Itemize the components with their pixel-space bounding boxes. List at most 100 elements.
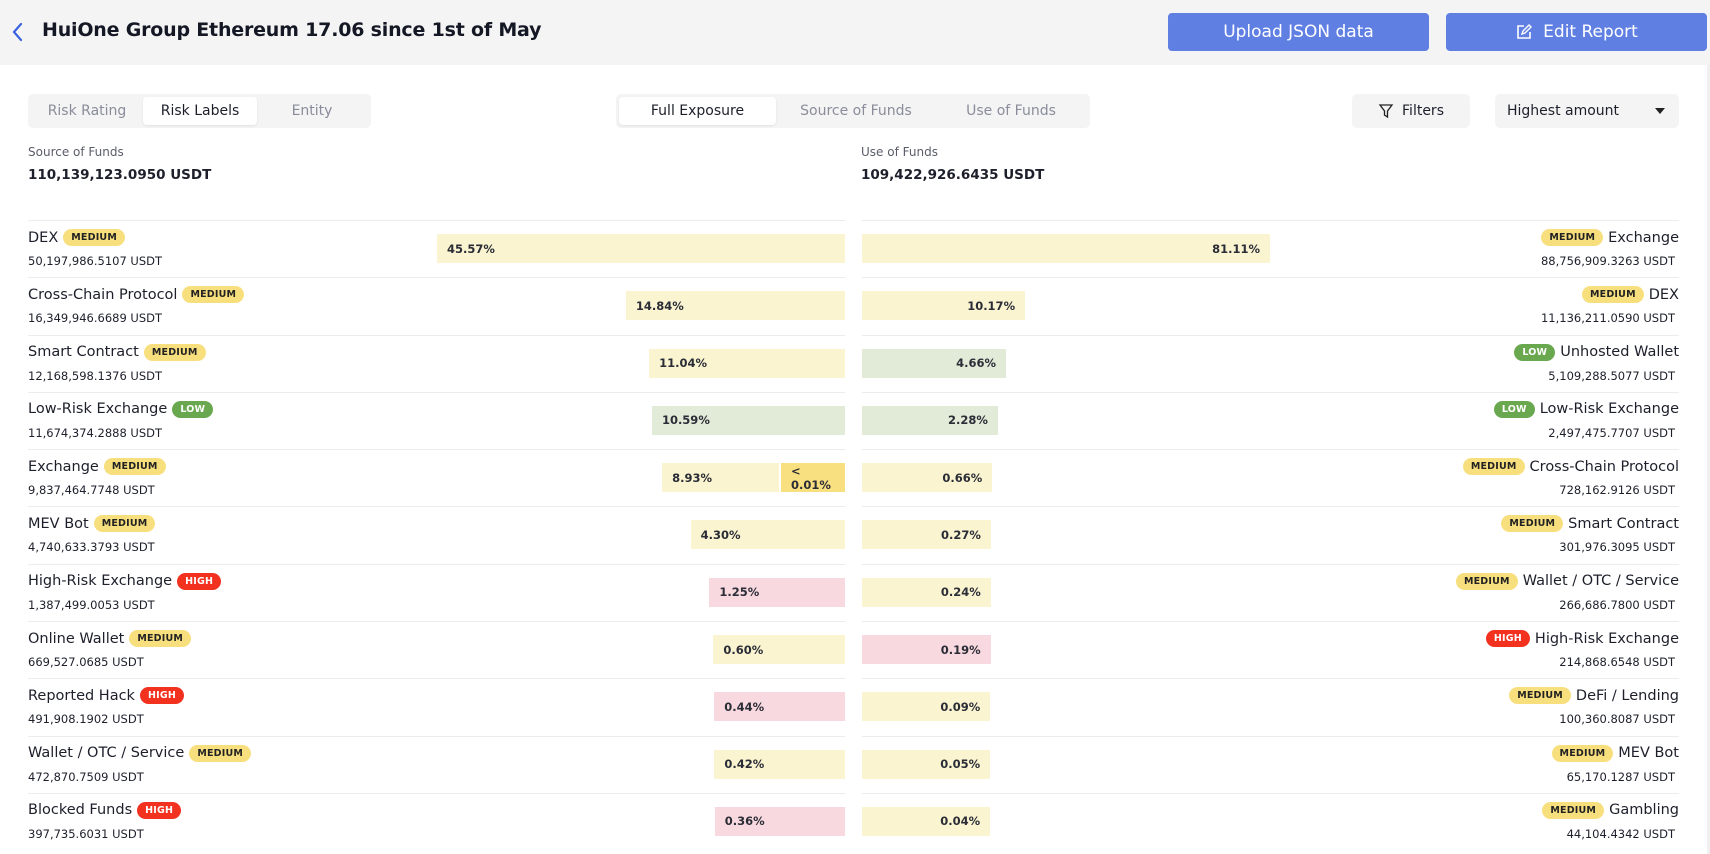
- row-label: MEDIUM Exchange: [1541, 229, 1679, 246]
- row-label: MEV Bot MEDIUM: [28, 515, 156, 533]
- bar-group: 0.19%: [862, 635, 991, 665]
- tab-entity[interactable]: Entity: [291, 103, 333, 119]
- exposure-row[interactable]: MEDIUM MEV Bot 65,170.1287 USDT 0.05%: [862, 735, 1679, 793]
- upload-json-button[interactable]: Upload JSON data: [1168, 13, 1429, 51]
- row-amount: 100,360.8087 USDT: [1559, 712, 1675, 727]
- row-name: Wallet / OTC / Service: [1522, 573, 1679, 590]
- back-chevron-icon[interactable]: [8, 20, 28, 44]
- exposure-row[interactable]: MEDIUM DeFi / Lending 100,360.8087 USDT 0.0…: [862, 678, 1679, 735]
- row-name: MEV Bot: [1618, 745, 1679, 762]
- edit-report-button[interactable]: Edit Report: [1446, 13, 1707, 51]
- row-amount: 472,870.7509 USDT: [28, 769, 144, 784]
- row-label: Wallet / OTC / Service MEDIUM: [28, 744, 252, 762]
- risk-badge: HIGH: [1485, 630, 1530, 648]
- percentage-bar: 4.30%: [690, 520, 845, 550]
- exposure-row[interactable]: HIGH High-Risk Exchange 214,868.6548 USDT 0…: [862, 621, 1679, 678]
- source-list: DEX MEDIUM 50,197,986.5107 USDT 45.57% Cross…: [28, 220, 845, 850]
- risk-badge: HIGH: [137, 801, 182, 819]
- tab-full-exposure[interactable]: Full Exposure: [619, 97, 776, 125]
- row-name: Cross-Chain Protocol: [28, 286, 178, 303]
- bar-group: 10.17%: [862, 291, 1026, 321]
- bar-group: 0.24%: [862, 577, 991, 607]
- risk-badge: MEDIUM: [1542, 801, 1605, 819]
- bar-group: 1.25%: [709, 577, 845, 607]
- exposure-row[interactable]: LOW Unhosted Wallet 5,109,288.5077 USDT 4.6…: [862, 334, 1679, 392]
- tab-source-of-funds[interactable]: Source of Funds: [800, 103, 912, 119]
- exposure-row[interactable]: Low-Risk Exchange LOW 11,674,374.2888 USDT…: [28, 391, 845, 449]
- exposure-row[interactable]: Online Wallet MEDIUM 669,527.0685 USDT 0.60…: [28, 621, 845, 678]
- exposure-row[interactable]: DEX MEDIUM 50,197,986.5107 USDT 45.57%: [28, 220, 845, 277]
- row-label: MEDIUM Cross-Chain Protocol: [1462, 458, 1679, 476]
- bar-group: 4.66%: [862, 348, 1007, 378]
- exposure-row[interactable]: Blocked Funds HIGH 397,735.6031 USDT 0.36%: [28, 792, 845, 850]
- row-amount: 728,162.9126 USDT: [1559, 483, 1675, 498]
- percentage-bar: 0.66%: [862, 463, 993, 493]
- exposure-row[interactable]: Wallet / OTC / Service MEDIUM 472,870.7509…: [28, 735, 845, 793]
- bar-group: 0.05%: [862, 749, 991, 779]
- row-label: MEDIUM DeFi / Lending: [1509, 687, 1679, 705]
- row-amount: 65,170.1287 USDT: [1566, 769, 1675, 784]
- percentage-bar: 14.84%: [625, 291, 845, 321]
- risk-badge: HIGH: [177, 572, 222, 590]
- row-label: Low-Risk Exchange LOW: [28, 400, 214, 418]
- tab-risk-rating[interactable]: Risk Rating: [47, 103, 127, 119]
- risk-badge: MEDIUM: [93, 515, 156, 533]
- exposure-row[interactable]: MEDIUM Cross-Chain Protocol 728,162.9126 U…: [862, 449, 1679, 506]
- percentage-bar: 45.57%: [437, 234, 845, 263]
- risk-badge: MEDIUM: [1551, 744, 1614, 762]
- row-label: LOW Low-Risk Exchange: [1493, 400, 1679, 418]
- scrollbar[interactable]: [1707, 65, 1710, 854]
- bar-group: 0.66%: [862, 463, 993, 493]
- exposure-row[interactable]: MEDIUM DEX 11,136,211.0590 USDT 10.17%: [862, 277, 1679, 334]
- exposure-row[interactable]: High-Risk Exchange HIGH 1,387,499.0053 USD…: [28, 563, 845, 621]
- exposure-tabs: Full Exposure Source of Funds Use of Fun…: [616, 94, 1090, 128]
- row-name: Smart Contract: [1568, 515, 1679, 532]
- filter-icon: [1378, 104, 1394, 119]
- edit-report-label: Edit Report: [1543, 22, 1638, 42]
- sort-dropdown[interactable]: Highest amount: [1495, 94, 1679, 128]
- filters-button[interactable]: Filters: [1352, 94, 1470, 128]
- row-name: Exchange: [28, 458, 99, 475]
- exposure-row[interactable]: MEDIUM Wallet / OTC / Service 266,686.7800…: [862, 563, 1679, 621]
- tab-risk-labels[interactable]: Risk Labels: [143, 97, 257, 125]
- row-amount: 11,674,374.2888 USDT: [28, 425, 163, 440]
- row-name: Wallet / OTC / Service: [28, 745, 185, 762]
- exposure-row[interactable]: Exchange MEDIUM 9,837,464.7748 USDT 8.93% < …: [28, 449, 845, 506]
- bar-group: 10.59%: [651, 405, 845, 435]
- row-amount: 44,104.4342 USDT: [1566, 826, 1675, 841]
- percentage-bar: 0.27%: [862, 520, 991, 550]
- percentage-bar: 0.19%: [862, 635, 991, 665]
- row-name: High-Risk Exchange: [1534, 630, 1679, 647]
- row-name: DEX: [1648, 286, 1679, 303]
- percentage-bar: 4.66%: [862, 348, 1007, 378]
- exposure-row[interactable]: MEDIUM Smart Contract 301,976.3095 USDT 0.2…: [862, 506, 1679, 563]
- exposure-row[interactable]: MEDIUM Gambling 44,104.4342 USDT 0.04%: [862, 792, 1679, 850]
- percentage-bar: 0.04%: [862, 806, 991, 836]
- bar-group: 14.84%: [625, 291, 845, 321]
- source-label: Source of Funds: [28, 145, 124, 159]
- row-amount: 5,109,288.5077 USDT: [1548, 368, 1675, 383]
- row-label: Blocked Funds HIGH: [28, 801, 182, 819]
- bar-group: 8.93% < 0.01%: [662, 463, 845, 493]
- exposure-row[interactable]: MEV Bot MEDIUM 4,740,633.3793 USDT 4.30%: [28, 506, 845, 563]
- row-name: Low-Risk Exchange: [1539, 401, 1679, 418]
- row-label: DEX MEDIUM: [28, 229, 125, 246]
- row-amount: 266,686.7800 USDT: [1559, 597, 1675, 612]
- exposure-row[interactable]: Reported Hack HIGH 491,908.1902 USDT 0.44%: [28, 678, 845, 735]
- risk-badge: MEDIUM: [1541, 229, 1604, 246]
- percentage-bar: 0.24%: [862, 577, 991, 607]
- exposure-row[interactable]: MEDIUM Exchange 88,756,909.3263 USDT 81.11%: [862, 220, 1679, 277]
- percentage-bar: 0.44%: [714, 692, 845, 722]
- bar-group: 45.57%: [437, 234, 845, 263]
- tab-use-of-funds[interactable]: Use of Funds: [966, 103, 1056, 119]
- exposure-row[interactable]: Cross-Chain Protocol MEDIUM 16,349,946.668…: [28, 277, 845, 334]
- risk-badge: LOW: [1514, 343, 1556, 361]
- row-label: LOW Unhosted Wallet: [1514, 343, 1679, 361]
- exposure-row[interactable]: LOW Low-Risk Exchange 2,497,475.7707 USDT 2…: [862, 391, 1679, 449]
- row-amount: 12,168,598.1376 USDT: [28, 368, 163, 383]
- row-label: MEDIUM Smart Contract: [1501, 515, 1679, 533]
- row-label: Exchange MEDIUM: [28, 458, 166, 476]
- percentage-bar: 10.17%: [862, 291, 1026, 321]
- use-label: Use of Funds: [861, 145, 938, 159]
- exposure-row[interactable]: Smart Contract MEDIUM 12,168,598.1376 USDT…: [28, 334, 845, 392]
